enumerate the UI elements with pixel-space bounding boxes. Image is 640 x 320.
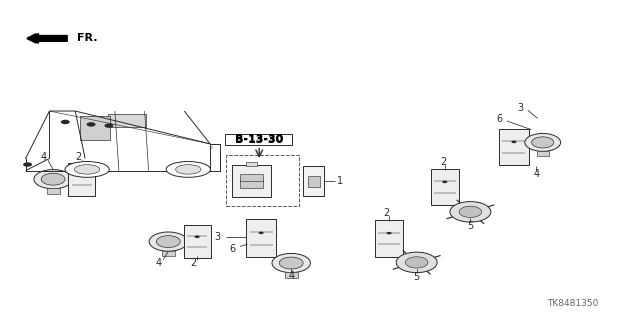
Text: 2: 2 [440, 156, 446, 167]
FancyBboxPatch shape [246, 162, 257, 166]
Circle shape [149, 232, 188, 251]
Circle shape [442, 180, 447, 183]
Text: B-13-30: B-13-30 [235, 135, 284, 145]
FancyBboxPatch shape [246, 220, 276, 257]
FancyBboxPatch shape [241, 180, 262, 188]
FancyBboxPatch shape [499, 129, 529, 165]
Text: 5: 5 [467, 220, 474, 231]
Circle shape [511, 141, 516, 143]
FancyBboxPatch shape [375, 220, 403, 257]
Circle shape [41, 173, 65, 185]
FancyBboxPatch shape [285, 272, 298, 278]
Text: TK8481350: TK8481350 [547, 300, 598, 308]
Circle shape [525, 133, 561, 151]
Text: 2: 2 [190, 258, 196, 268]
FancyBboxPatch shape [308, 176, 319, 187]
FancyBboxPatch shape [431, 169, 459, 205]
FancyBboxPatch shape [80, 116, 110, 140]
Ellipse shape [74, 165, 100, 174]
Circle shape [156, 236, 180, 248]
Circle shape [272, 253, 310, 273]
Ellipse shape [65, 162, 109, 177]
FancyBboxPatch shape [47, 188, 60, 194]
Text: 2: 2 [75, 152, 81, 162]
Circle shape [459, 206, 482, 218]
Circle shape [79, 174, 84, 176]
Text: 6: 6 [496, 114, 502, 124]
Circle shape [34, 170, 72, 189]
Circle shape [279, 257, 303, 269]
Circle shape [387, 232, 392, 234]
Ellipse shape [166, 162, 211, 177]
Circle shape [396, 252, 437, 273]
Text: 1: 1 [337, 176, 344, 186]
FancyBboxPatch shape [225, 134, 292, 145]
Circle shape [104, 124, 113, 128]
Circle shape [532, 137, 554, 148]
Text: 3: 3 [214, 232, 221, 243]
FancyArrow shape [29, 34, 67, 43]
FancyBboxPatch shape [232, 164, 271, 197]
Text: 4: 4 [533, 169, 540, 180]
Text: FR.: FR. [77, 33, 97, 44]
Text: 3: 3 [517, 103, 524, 114]
Text: 4: 4 [40, 152, 47, 162]
FancyBboxPatch shape [537, 151, 548, 156]
Text: 4: 4 [288, 271, 294, 281]
FancyBboxPatch shape [68, 163, 95, 196]
Text: B-13-30: B-13-30 [235, 134, 284, 144]
Circle shape [195, 236, 200, 238]
Text: 5: 5 [413, 272, 420, 282]
Bar [226, 155, 300, 206]
Circle shape [259, 232, 264, 234]
Circle shape [86, 122, 95, 127]
Text: 2: 2 [383, 208, 390, 218]
FancyBboxPatch shape [303, 166, 324, 196]
Circle shape [450, 202, 491, 222]
FancyBboxPatch shape [108, 114, 146, 127]
FancyBboxPatch shape [184, 225, 211, 258]
Text: 6: 6 [229, 244, 236, 254]
FancyBboxPatch shape [162, 251, 175, 256]
Circle shape [61, 120, 70, 124]
Ellipse shape [175, 165, 201, 174]
FancyBboxPatch shape [241, 174, 262, 181]
Text: 4: 4 [156, 258, 162, 268]
Circle shape [405, 257, 428, 268]
Circle shape [23, 162, 32, 167]
